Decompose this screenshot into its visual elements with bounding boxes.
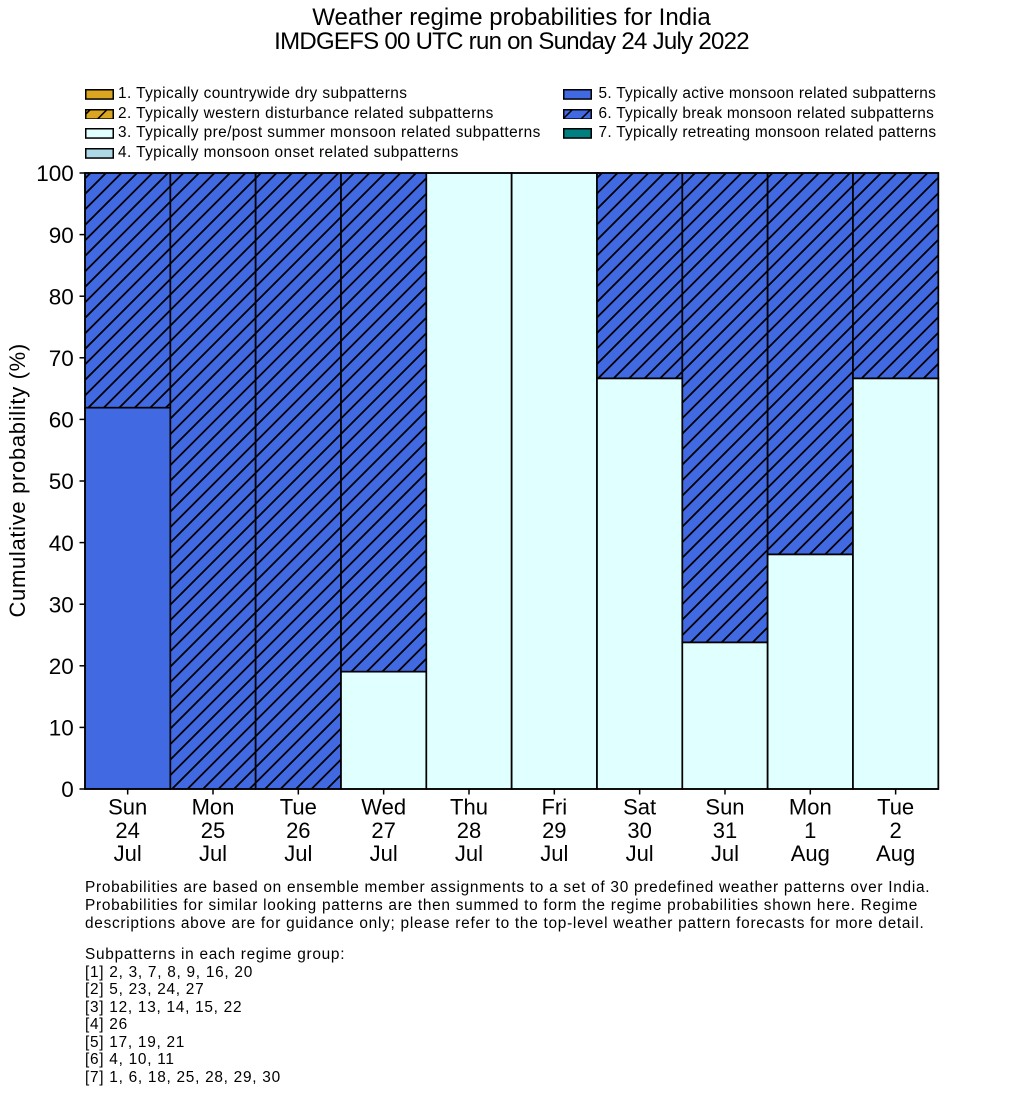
svg-text:Aug: Aug [876,841,915,866]
svg-text:0: 0 [61,777,74,802]
svg-text:Jul: Jul [626,841,654,866]
svg-text:Sun: Sun [108,795,147,820]
svg-text:25: 25 [201,818,225,843]
svg-text:Jul: Jul [370,841,398,866]
svg-text:30: 30 [49,592,74,617]
svg-text:30: 30 [627,818,651,843]
svg-text:70: 70 [49,346,74,371]
svg-text:27: 27 [371,818,395,843]
svg-text:Mon: Mon [192,795,235,820]
svg-text:Sun: Sun [705,795,744,820]
svg-text:40: 40 [49,531,74,556]
svg-text:Cumulative probability (%): Cumulative probability (%) [5,343,30,617]
svg-text:100: 100 [36,161,74,186]
svg-text:1: 1 [804,818,816,843]
svg-text:2: 2 [890,818,902,843]
svg-text:31: 31 [713,818,737,843]
svg-text:90: 90 [49,223,74,248]
svg-text:Mon: Mon [789,795,832,820]
svg-text:60: 60 [49,408,74,433]
svg-text:24: 24 [115,818,139,843]
svg-text:28: 28 [457,818,481,843]
svg-text:Tue: Tue [877,795,914,820]
svg-text:29: 29 [542,818,566,843]
svg-text:10: 10 [49,716,74,741]
svg-text:20: 20 [49,654,74,679]
svg-text:26: 26 [286,818,310,843]
svg-text:50: 50 [49,469,74,494]
svg-text:Sat: Sat [623,795,656,820]
svg-text:Thu: Thu [450,795,488,820]
svg-text:Jul: Jul [114,841,142,866]
svg-text:Tue: Tue [280,795,317,820]
svg-text:80: 80 [49,284,74,309]
svg-text:Jul: Jul [455,841,483,866]
svg-text:Jul: Jul [540,841,568,866]
svg-text:Jul: Jul [711,841,739,866]
svg-text:Jul: Jul [199,841,227,866]
svg-text:Jul: Jul [284,841,312,866]
svg-text:Fri: Fri [541,795,567,820]
svg-text:Aug: Aug [791,841,830,866]
svg-text:Wed: Wed [361,795,406,820]
